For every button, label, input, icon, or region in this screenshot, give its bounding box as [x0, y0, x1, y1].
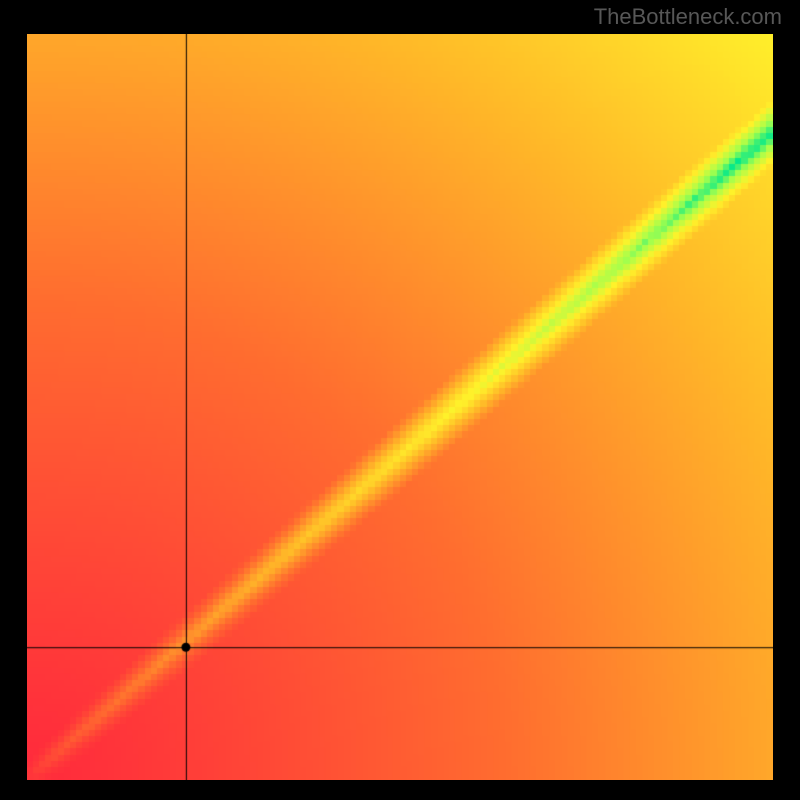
watermark-text: TheBottleneck.com: [594, 4, 782, 30]
crosshair-overlay: [27, 34, 773, 780]
chart-container: TheBottleneck.com: [0, 0, 800, 800]
heatmap-plot: [27, 34, 773, 780]
